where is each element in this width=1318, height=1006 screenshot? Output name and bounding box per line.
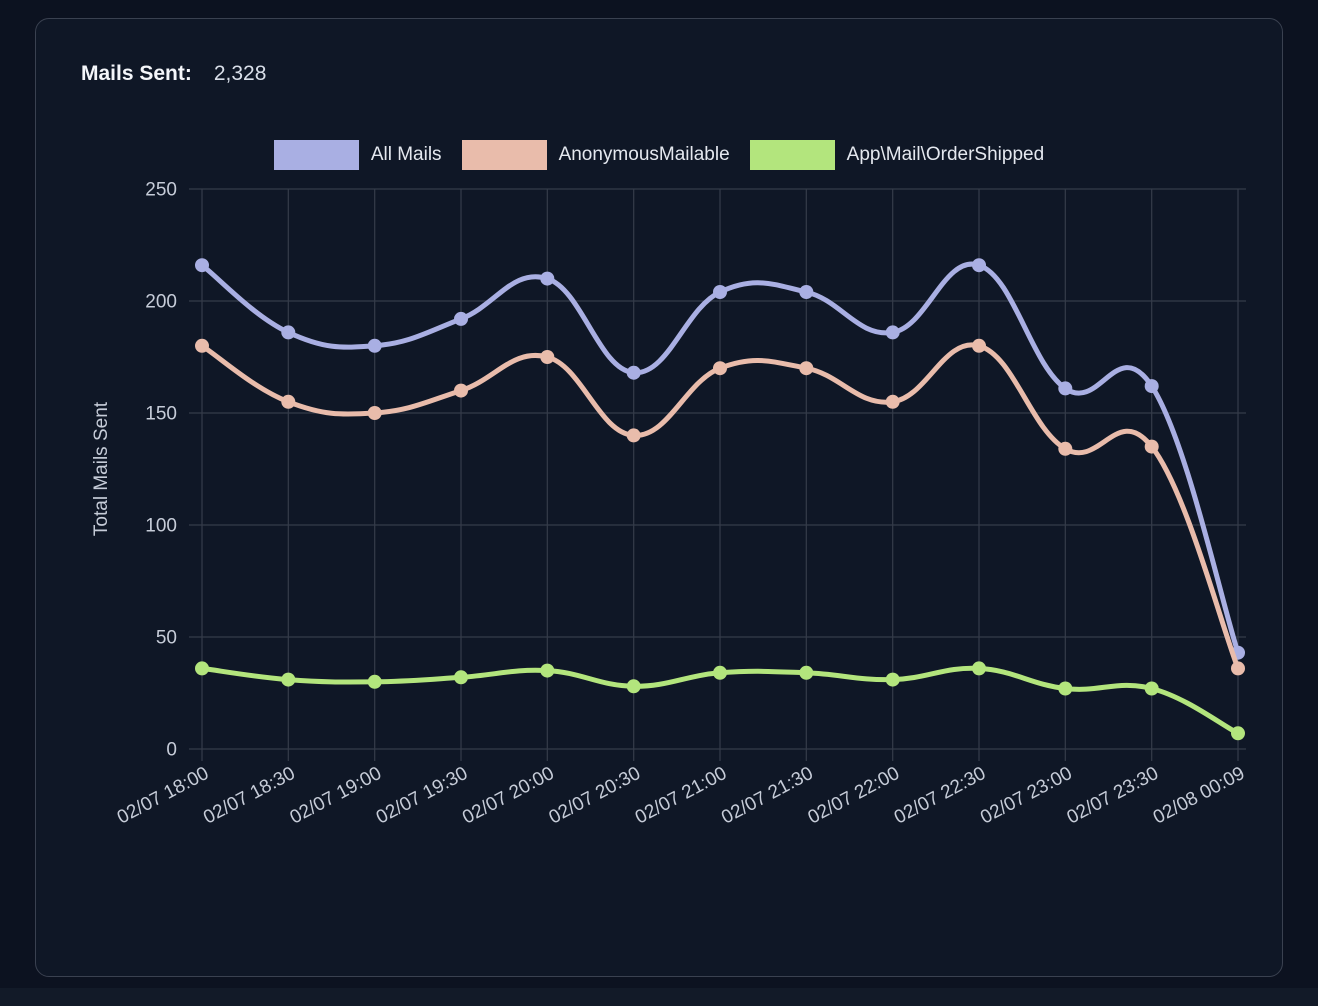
data-point-anonymousmailable[interactable]: [454, 383, 468, 398]
y-tick-label: 50: [156, 628, 177, 649]
legend-swatch-icon: [749, 140, 835, 170]
data-point-anonymousmailable[interactable]: [972, 338, 986, 353]
x-tick-label: 02/07 18:30: [200, 763, 298, 829]
data-point-all-mails[interactable]: [195, 258, 209, 273]
card-title-value: 2,328: [213, 62, 267, 85]
data-point-anonymousmailable[interactable]: [281, 394, 296, 409]
y-tick-label: 250: [145, 180, 177, 201]
legend-item-all-mails[interactable]: All Mails: [273, 140, 442, 170]
data-point-anonymousmailable[interactable]: [713, 361, 727, 376]
data-point-app-mail-ordershipped[interactable]: [1231, 726, 1245, 741]
data-point-app-mail-ordershipped[interactable]: [454, 670, 468, 685]
data-point-app-mail-ordershipped[interactable]: [195, 661, 209, 676]
data-point-app-mail-ordershipped[interactable]: [626, 679, 641, 694]
x-tick-label: 02/07 20:00: [459, 763, 557, 829]
mails-sent-line-chart[interactable]: 0 50 100 150 200 250 Total Mails Sent 02/07 18:…: [36, 19, 1282, 976]
data-point-anonymousmailable[interactable]: [367, 406, 382, 420]
data-point-all-mails[interactable]: [1144, 379, 1159, 394]
y-tick-label: 150: [145, 404, 177, 425]
data-point-anonymousmailable[interactable]: [1058, 441, 1073, 456]
data-point-app-mail-ordershipped[interactable]: [885, 672, 900, 687]
data-point-app-mail-ordershipped[interactable]: [713, 665, 727, 680]
data-point-anonymousmailable[interactable]: [885, 394, 900, 409]
data-point-all-mails[interactable]: [367, 338, 382, 353]
data-point-app-mail-ordershipped[interactable]: [540, 663, 555, 678]
chart-gridlines: [189, 188, 1246, 761]
data-point-app-mail-ordershipped[interactable]: [799, 665, 814, 680]
data-point-all-mails[interactable]: [454, 311, 468, 326]
y-tick-label: 100: [145, 516, 177, 537]
legend-item-app-mail-ordershipped[interactable]: App\Mail\OrderShipped: [749, 140, 1045, 170]
data-point-all-mails[interactable]: [885, 325, 900, 340]
series-app-mail-ordershipped: [195, 661, 1245, 741]
data-point-all-mails[interactable]: [713, 285, 727, 299]
x-tick-label: 02/08 00:09: [1150, 763, 1248, 829]
data-point-anonymousmailable[interactable]: [626, 428, 641, 443]
legend-swatch-icon: [461, 140, 547, 170]
data-point-app-mail-ordershipped[interactable]: [972, 661, 986, 676]
y-tick-label: 0: [166, 740, 177, 761]
x-tick-label: 02/07 22:00: [805, 763, 903, 829]
x-tick-label: 02/07 19:30: [373, 763, 471, 829]
x-tick-label: 02/07 18:00: [114, 763, 212, 829]
x-tick-label: 02/07 23:00: [977, 763, 1075, 829]
data-point-app-mail-ordershipped[interactable]: [1144, 681, 1159, 696]
card-title-label: Mails Sent:: [81, 62, 192, 85]
data-point-all-mails[interactable]: [540, 271, 555, 286]
data-point-all-mails[interactable]: [626, 365, 641, 380]
chart-legend: All Mails AnonymousMailable App\Mail\Order…: [36, 140, 1282, 170]
y-axis-tick-labels: 0 50 100 150 200 250: [145, 180, 177, 761]
data-point-all-mails[interactable]: [972, 258, 986, 273]
legend-swatch-icon: [273, 140, 359, 170]
data-point-app-mail-ordershipped[interactable]: [1058, 681, 1073, 696]
data-point-anonymousmailable[interactable]: [540, 350, 555, 364]
x-tick-label: 02/07 19:00: [287, 763, 385, 829]
y-tick-label: 200: [145, 292, 177, 313]
y-axis-title: Total Mails Sent: [91, 401, 112, 536]
series-line-all-mails: [199, 261, 1241, 656]
legend-label: App\Mail\OrderShipped: [846, 144, 1045, 165]
legend-label: AnonymousMailable: [558, 144, 730, 165]
legend-item-anonymousmailable[interactable]: AnonymousMailable: [461, 140, 730, 170]
next-card-peek: [0, 988, 1318, 1006]
data-point-anonymousmailable[interactable]: [1144, 439, 1159, 454]
data-point-app-mail-ordershipped[interactable]: [281, 672, 296, 687]
data-point-anonymousmailable[interactable]: [799, 361, 814, 376]
data-point-all-mails[interactable]: [799, 285, 814, 299]
legend-label: All Mails: [370, 144, 442, 165]
mails-sent-card: Mails Sent: 2,328 All Mails AnonymousMaila…: [35, 18, 1283, 977]
x-tick-label: 02/07 21:30: [718, 763, 816, 829]
series-line-anonymousmailable: [199, 342, 1241, 671]
x-tick-label: 02/07 20:30: [546, 763, 644, 829]
x-tick-label: 02/07 21:00: [632, 763, 730, 829]
data-point-all-mails[interactable]: [281, 325, 296, 340]
data-point-all-mails[interactable]: [1058, 381, 1073, 396]
card-title: Mails Sent: 2,328: [81, 61, 266, 87]
series-all-mails: [195, 258, 1245, 660]
data-point-app-mail-ordershipped[interactable]: [367, 674, 382, 689]
data-point-anonymousmailable[interactable]: [1231, 661, 1245, 676]
x-tick-label: 02/07 22:30: [891, 763, 989, 829]
x-tick-label: 02/07 23:30: [1064, 763, 1162, 829]
data-point-anonymousmailable[interactable]: [195, 338, 209, 353]
series-anonymousmailable: [195, 338, 1245, 676]
